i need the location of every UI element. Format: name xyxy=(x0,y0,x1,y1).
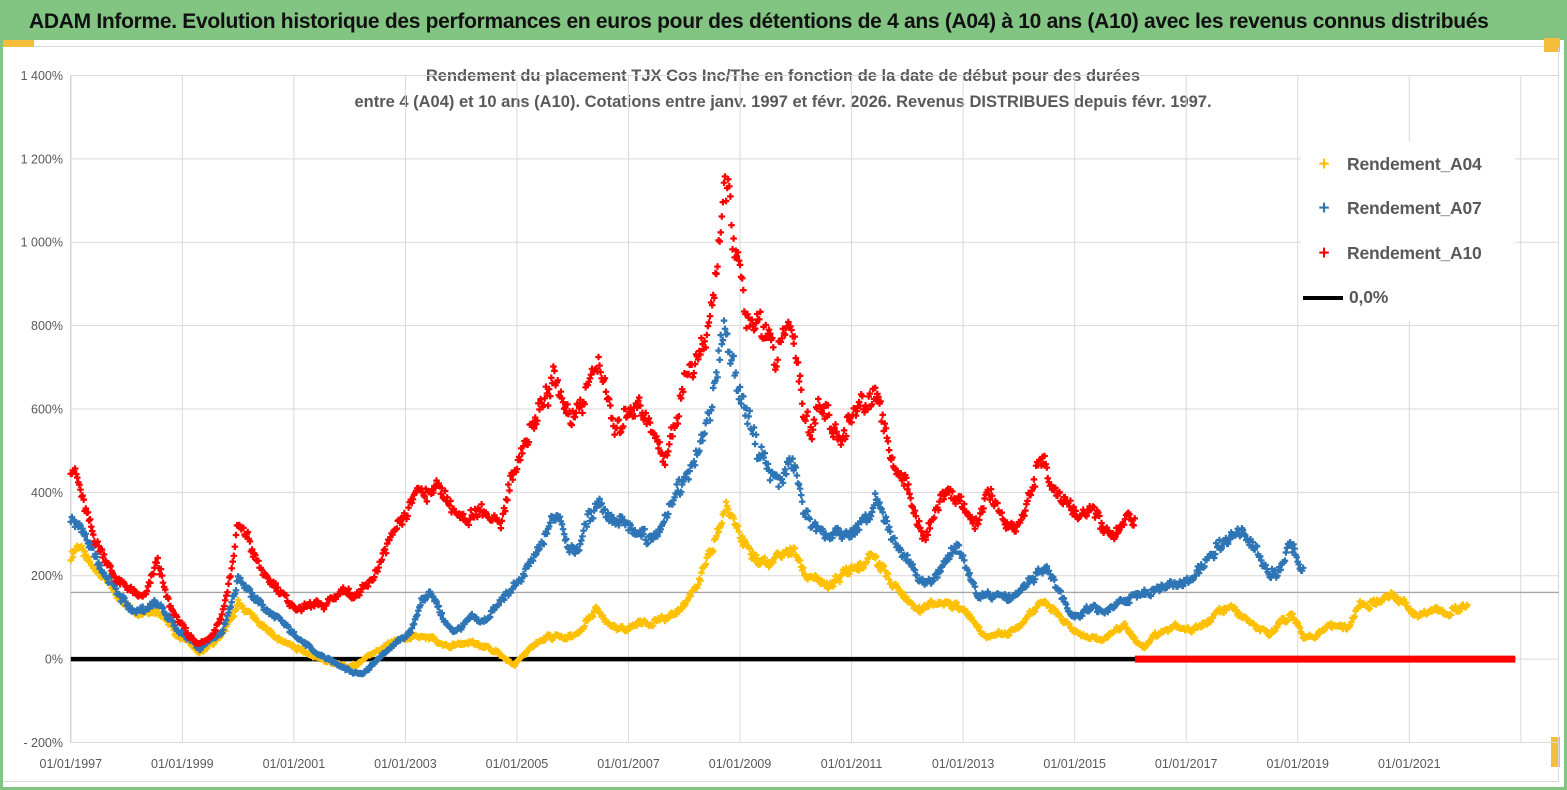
chart-legend: + Rendement_A04 + Rendement_A07 + Rendem… xyxy=(1301,141,1515,321)
series-markers-Rendement_A10 xyxy=(67,173,1138,647)
x-tick-label: 01/01/2011 xyxy=(821,757,883,771)
x-axis-labels: 01/01/1997 01/01/1999 01/01/2001 01/01/2003… xyxy=(40,757,1441,771)
plus-marker-icon: + xyxy=(1318,242,1330,264)
gold-accent-top-left xyxy=(3,40,34,47)
x-tick-label: 01/01/1999 xyxy=(151,757,214,771)
x-tick-label: 01/01/2001 xyxy=(263,757,326,771)
y-tick-label: 1 200% xyxy=(21,152,63,166)
x-tick-label: 01/01/2009 xyxy=(709,757,772,771)
legend-item-a10: + Rendement_A10 xyxy=(1301,236,1515,270)
x-tick-label: 01/01/2003 xyxy=(374,757,437,771)
y-tick-label: - 200% xyxy=(23,736,63,750)
y-tick-label: 200% xyxy=(31,569,63,583)
chart-title-line2: entre 4 (A04) et 10 ans (A10). Cotations… xyxy=(354,93,1212,111)
legend-label: Rendement_A10 xyxy=(1347,242,1482,263)
header-bar: ADAM Informe. Evolution historique des p… xyxy=(3,3,1564,40)
x-tick-label: 01/01/2019 xyxy=(1266,757,1329,771)
legend-item-zero-line: 0,0% xyxy=(1301,281,1515,315)
chart-title-line1: Rendement du placement TJX Cos Inc/The e… xyxy=(425,67,1141,85)
header-divider xyxy=(3,46,1559,47)
page-title: ADAM Informe. Evolution historique des p… xyxy=(29,9,1489,33)
legend-item-a04: + Rendement_A04 xyxy=(1301,147,1515,181)
gold-accent-top-right xyxy=(1544,38,1560,52)
zero-line-icon xyxy=(1303,295,1343,300)
series-markers-Rendement_A04 xyxy=(67,498,1471,672)
y-tick-label: 800% xyxy=(31,319,63,333)
chart-bottom-border xyxy=(3,781,1559,782)
y-tick-label: 1 400% xyxy=(21,69,63,83)
gold-accent-bottom-right xyxy=(1551,737,1560,767)
y-tick-label: 400% xyxy=(31,486,63,500)
legend-item-a07: + Rendement_A07 xyxy=(1301,192,1515,226)
legend-label: Rendement_A04 xyxy=(1347,153,1482,174)
legend-label: 0,0% xyxy=(1349,287,1389,308)
chart-title: Rendement du placement TJX Cos Inc/The e… xyxy=(303,63,1263,115)
x-tick-label: 01/01/2017 xyxy=(1155,757,1218,771)
y-tick-label: 1 000% xyxy=(21,236,63,250)
plus-marker-icon: + xyxy=(1318,198,1330,220)
x-tick-label: 01/01/2013 xyxy=(932,757,995,771)
chart-right-border xyxy=(1558,47,1559,781)
x-tick-label: 01/01/1997 xyxy=(40,757,103,771)
x-tick-label: 01/01/2007 xyxy=(597,757,660,771)
x-tick-label: 01/01/2005 xyxy=(486,757,549,771)
x-tick-label: 01/01/2021 xyxy=(1378,757,1441,771)
y-axis-labels: 1 400% 1 200% 1 000% 800% 600% 400% 200% 0% - 20… xyxy=(21,69,63,750)
chart-plot-area: 1 400% 1 200% 1 000% 800% 600% 400% 200% 0% - 20… xyxy=(21,69,1559,771)
y-tick-label: 0% xyxy=(45,653,63,667)
x-tick-label: 01/01/2015 xyxy=(1043,757,1106,771)
plus-marker-icon: + xyxy=(1318,153,1330,175)
y-tick-label: 600% xyxy=(31,402,63,416)
legend-label: Rendement_A07 xyxy=(1347,198,1482,219)
